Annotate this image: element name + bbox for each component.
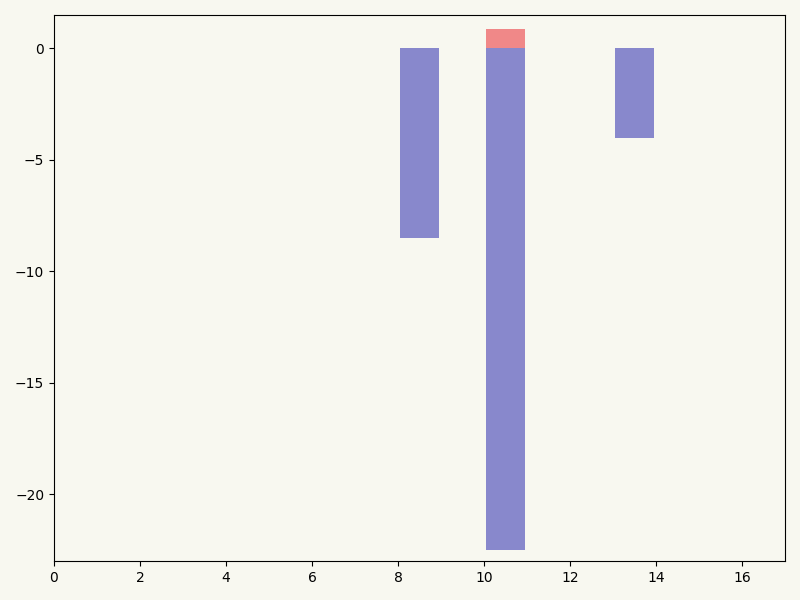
- Bar: [615, 49, 654, 137]
- Bar: [486, 29, 525, 49]
- Bar: [400, 49, 439, 238]
- Bar: [486, 49, 525, 550]
